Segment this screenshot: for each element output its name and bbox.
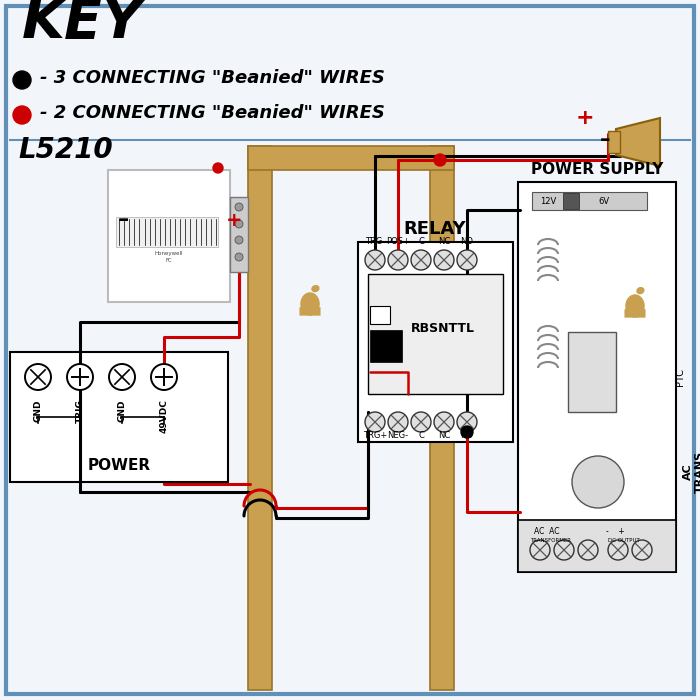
Circle shape — [151, 364, 177, 390]
Ellipse shape — [636, 287, 645, 294]
Circle shape — [235, 220, 243, 228]
Text: TRIG: TRIG — [76, 399, 85, 423]
Bar — [430, 146, 454, 690]
Bar — [518, 182, 676, 572]
Circle shape — [13, 106, 31, 124]
Text: - 3 CONNECTING "Beanied" WIRES: - 3 CONNECTING "Beanied" WIRES — [40, 69, 385, 87]
Text: POS+: POS+ — [386, 237, 410, 246]
Text: C: C — [418, 237, 424, 246]
Text: AC
TRANS: AC TRANS — [683, 451, 700, 493]
Text: TRG+: TRG+ — [363, 431, 387, 440]
Text: Honeywell: Honeywell — [155, 251, 183, 256]
Bar — [248, 146, 272, 690]
FancyBboxPatch shape — [624, 309, 645, 318]
Text: –: – — [118, 210, 130, 230]
Text: NC: NC — [438, 431, 450, 440]
Text: +: + — [226, 211, 242, 230]
Polygon shape — [616, 118, 660, 166]
Circle shape — [13, 71, 31, 89]
Text: FC: FC — [166, 258, 172, 263]
Circle shape — [608, 540, 628, 560]
Text: GND: GND — [34, 399, 43, 421]
Circle shape — [411, 250, 431, 270]
Bar — [608, 131, 620, 153]
Bar — [230, 197, 248, 272]
Text: DC OUTPUT: DC OUTPUT — [608, 538, 640, 543]
Text: POWER: POWER — [88, 458, 150, 473]
Circle shape — [365, 412, 385, 432]
Text: RBSNTTL: RBSNTTL — [411, 322, 475, 335]
Circle shape — [457, 250, 477, 270]
Circle shape — [434, 412, 454, 432]
Text: C: C — [418, 431, 424, 440]
Bar — [568, 332, 616, 412]
Bar — [116, 217, 218, 247]
Bar — [370, 330, 402, 362]
Text: POWER SUPPLY: POWER SUPPLY — [531, 162, 663, 177]
Bar — [358, 242, 513, 442]
Text: AC  AC: AC AC — [534, 527, 559, 536]
Circle shape — [213, 163, 223, 173]
Bar — [370, 306, 390, 324]
Circle shape — [411, 412, 431, 432]
Text: TRANSFORMER: TRANSFORMER — [530, 538, 571, 543]
Text: KEY: KEY — [22, 0, 143, 50]
Bar — [248, 146, 454, 170]
Bar — [108, 170, 230, 302]
Text: NC: NC — [438, 237, 450, 246]
Ellipse shape — [625, 294, 645, 318]
Circle shape — [632, 540, 652, 560]
Text: 6V: 6V — [598, 197, 609, 206]
Circle shape — [530, 540, 550, 560]
Ellipse shape — [300, 293, 320, 316]
Circle shape — [235, 253, 243, 261]
Circle shape — [572, 456, 624, 508]
FancyBboxPatch shape — [300, 307, 321, 316]
Circle shape — [365, 250, 385, 270]
Circle shape — [388, 412, 408, 432]
Bar — [368, 274, 503, 394]
Ellipse shape — [312, 285, 319, 293]
Circle shape — [578, 540, 598, 560]
Circle shape — [235, 236, 243, 244]
Text: PTC: PTC — [675, 368, 685, 386]
Text: TRG-: TRG- — [365, 237, 385, 246]
Circle shape — [461, 426, 473, 438]
Text: - 2 CONNECTING "Beanied" WIRES: - 2 CONNECTING "Beanied" WIRES — [40, 104, 385, 122]
Text: -    +: - + — [606, 527, 624, 536]
Circle shape — [25, 364, 51, 390]
Text: NEG-: NEG- — [387, 431, 409, 440]
Text: +: + — [576, 108, 594, 128]
Circle shape — [457, 412, 477, 432]
Bar — [518, 520, 676, 572]
Text: NO: NO — [461, 237, 473, 246]
Text: RELAY: RELAY — [404, 220, 466, 238]
Circle shape — [554, 540, 574, 560]
Circle shape — [67, 364, 93, 390]
Text: 12V: 12V — [540, 197, 557, 206]
Circle shape — [109, 364, 135, 390]
Bar — [563, 193, 579, 209]
Text: GND: GND — [118, 399, 127, 421]
Bar — [10, 352, 228, 482]
Text: 49VDC: 49VDC — [160, 399, 169, 433]
Text: NO: NO — [461, 431, 473, 440]
Text: L5210: L5210 — [18, 136, 113, 164]
Bar — [532, 192, 647, 210]
Circle shape — [235, 203, 243, 211]
Circle shape — [388, 250, 408, 270]
Circle shape — [434, 154, 446, 166]
Circle shape — [434, 250, 454, 270]
Text: –: – — [600, 130, 610, 150]
